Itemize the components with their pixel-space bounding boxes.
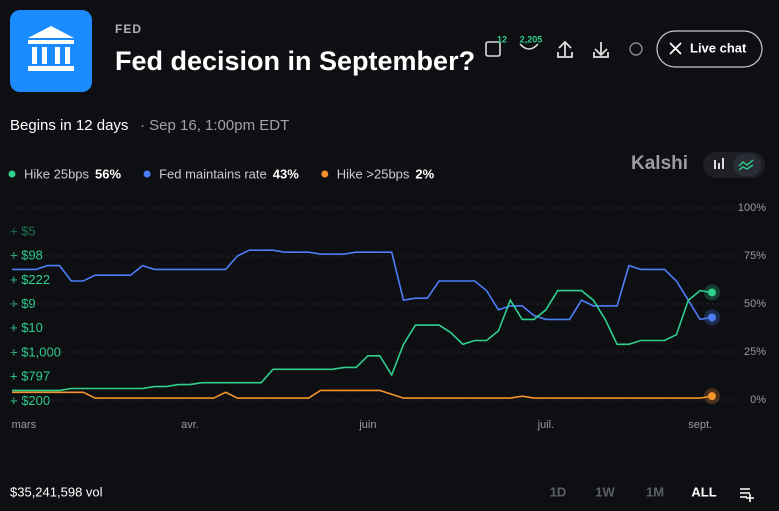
x-tick-label: juil. xyxy=(537,419,555,431)
market-icon xyxy=(10,10,92,92)
y-tick-label: 25% xyxy=(744,346,766,358)
legend-value: 56% xyxy=(95,166,121,181)
trade: + $1,000 xyxy=(10,344,61,359)
y-tick-label: 75% xyxy=(744,250,766,262)
add-button[interactable] xyxy=(740,488,754,502)
legend-item[interactable]: Hike >25bps 2% xyxy=(321,166,435,181)
trade-feed: + $5+ $98+ $222+ $9+ $10+ $1,000+ $797+ … xyxy=(10,223,61,407)
chart-toggle[interactable] xyxy=(703,152,765,178)
legend-label: Fed maintains rate xyxy=(159,166,267,181)
x-tick-label: mars xyxy=(12,419,37,431)
range-button[interactable]: 1W xyxy=(595,484,615,499)
series-line xyxy=(12,289,713,392)
comments-button[interactable] xyxy=(519,43,539,50)
y-tick-label: 100% xyxy=(738,202,766,214)
legend-dot xyxy=(143,170,151,178)
end-dot xyxy=(708,392,716,401)
x-tick-label: juin xyxy=(358,419,376,431)
trade: + $98 xyxy=(10,248,43,263)
y-tick-label: 50% xyxy=(744,298,766,310)
legend-item[interactable]: Hike 25bps 56% xyxy=(8,166,122,181)
trade: + $200 xyxy=(10,393,50,408)
trade: + $10 xyxy=(10,320,43,335)
market-title: Fed decision in September? xyxy=(115,46,475,76)
range-button[interactable]: 1D xyxy=(550,484,567,499)
share-button[interactable] xyxy=(557,40,573,58)
series-line xyxy=(12,389,713,399)
live-chat-label: Live chat xyxy=(690,40,747,55)
range-button[interactable]: ALL xyxy=(691,484,716,499)
trade: + $797 xyxy=(10,369,50,384)
begins-date: · Sep 16, 1:00pm EDT xyxy=(140,117,289,134)
legend-dot xyxy=(321,170,329,178)
legend-dot xyxy=(8,170,16,178)
legend-item[interactable]: Fed maintains rate 43% xyxy=(143,166,300,181)
category: FED xyxy=(115,22,142,36)
calendar-count: 12 xyxy=(497,34,507,44)
begins: Begins in 12 days xyxy=(10,117,128,134)
legend-label: Hike 25bps xyxy=(24,166,90,181)
series-line xyxy=(12,249,713,321)
legend: Hike 25bps 56% Fed maintains rate 43% Hike >… xyxy=(8,166,435,181)
legend-value: 2% xyxy=(415,166,434,181)
brand: Kalshi xyxy=(631,153,688,174)
footer: 1D 1W 1M ALL xyxy=(550,484,717,499)
x-tick-label: avr. xyxy=(181,419,199,431)
volume: $35,241,598 vol xyxy=(10,484,103,499)
range-button[interactable]: 1M xyxy=(646,484,664,499)
watch-button[interactable] xyxy=(629,42,643,56)
chart: 0% 25% 50% 75% 100% mars avr. juin juil. sept. xyxy=(12,202,767,431)
download-button[interactable] xyxy=(593,42,609,58)
x-tick-label: sept. xyxy=(688,419,712,431)
end-dot xyxy=(708,288,716,297)
trade: + $5 xyxy=(10,223,36,238)
legend-label: Hike >25bps xyxy=(337,166,410,181)
legend-value: 43% xyxy=(273,166,299,181)
comment-count: 2,205 xyxy=(520,34,543,44)
calendar-button[interactable] xyxy=(485,41,501,57)
live-chat-button[interactable]: Live chat xyxy=(656,30,763,68)
y-tick-label: 0% xyxy=(750,394,766,406)
end-dot xyxy=(708,313,716,322)
trade: + $222 xyxy=(10,272,50,287)
